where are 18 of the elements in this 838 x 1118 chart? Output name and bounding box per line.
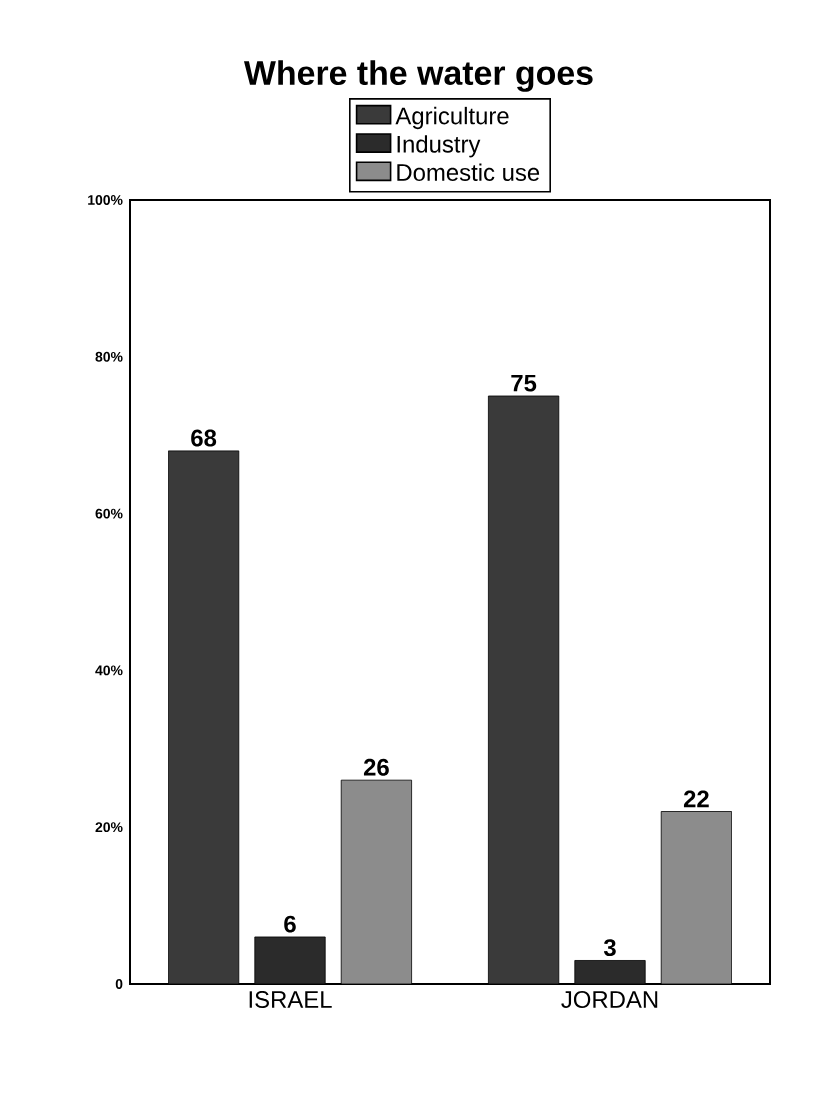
bar [254,936,326,984]
legend-label: Industry [397,135,481,158]
bar [660,811,732,984]
legend-label: Agriculture [395,106,509,130]
data-label: 75 [511,374,537,392]
data-label: 26 [363,758,389,776]
bar [340,779,412,984]
data-label: 68 [191,429,217,447]
bar [574,960,646,984]
chart-title: Where the water goes [243,60,593,92]
bar [168,450,240,984]
data-label: 22 [683,790,709,808]
x-tick-label: JORDAN [561,991,658,1008]
legend-label: Domestic use [397,163,540,181]
data-label: 3 [603,939,616,957]
data-label: 6 [284,915,296,933]
x-tick-label: ISRAEL [249,991,332,1008]
bar [488,395,560,984]
